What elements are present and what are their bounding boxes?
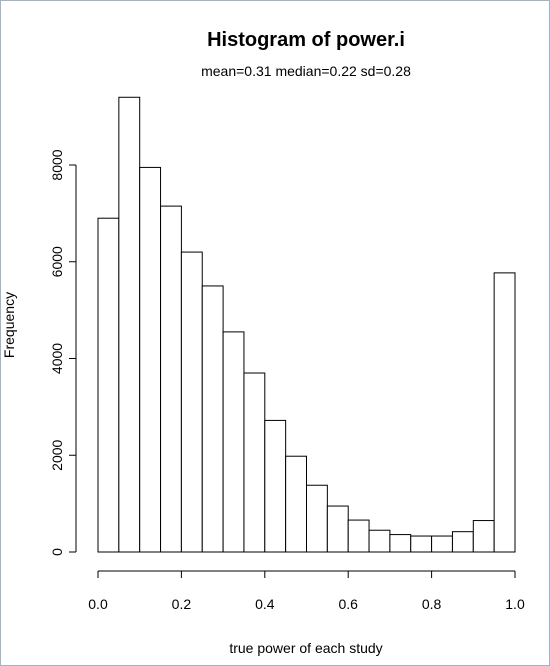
histogram-bar — [285, 455, 307, 553]
y-axis-label: Frequency — [1, 292, 17, 358]
histogram-bar — [368, 529, 391, 553]
y-tick-label: 6000 — [49, 246, 65, 277]
histogram-bar — [451, 531, 474, 553]
histogram-bar — [201, 285, 224, 553]
x-tick-label: 0.4 — [255, 596, 275, 612]
chart-title: Histogram of power.i — [207, 29, 405, 51]
x-tick-label: 1.0 — [505, 596, 525, 612]
histogram-bar — [264, 419, 287, 553]
x-tick-label: 0.2 — [172, 596, 192, 612]
y-tick-label: 0 — [49, 548, 65, 556]
x-tick-label: 0.6 — [338, 596, 358, 612]
histogram-bar — [493, 272, 516, 553]
histogram-bar — [306, 484, 328, 553]
histogram-bar — [222, 331, 245, 553]
histogram-bar — [243, 372, 266, 553]
chart-subtitle: mean=0.31 median=0.22 sd=0.28 — [201, 63, 411, 79]
histogram-bar — [410, 535, 433, 553]
histogram-bar — [326, 505, 349, 553]
y-tick-label: 2000 — [49, 439, 65, 470]
y-tick-label: 4000 — [49, 343, 65, 374]
histogram-bar — [160, 205, 182, 553]
histogram-bar — [180, 251, 203, 553]
histogram-bar — [472, 520, 495, 553]
histogram-bar — [139, 166, 162, 553]
x-axis-label: true power of each study — [229, 640, 382, 656]
histogram-bar — [431, 535, 453, 553]
x-axis: 0.0 0.2 0.4 0.6 0.8 1.0 — [88, 570, 525, 612]
histogram-bar — [97, 217, 120, 553]
x-tick-label: 0.8 — [422, 596, 442, 612]
y-tick-label: 8000 — [49, 149, 65, 180]
histogram-bar — [389, 534, 412, 553]
x-tick-label: 0.0 — [88, 596, 108, 612]
y-axis: 0 2000 4000 6000 8000 — [49, 149, 77, 556]
histogram-bar — [118, 96, 141, 553]
histogram-bars — [97, 96, 516, 553]
histogram-bar — [347, 519, 370, 553]
